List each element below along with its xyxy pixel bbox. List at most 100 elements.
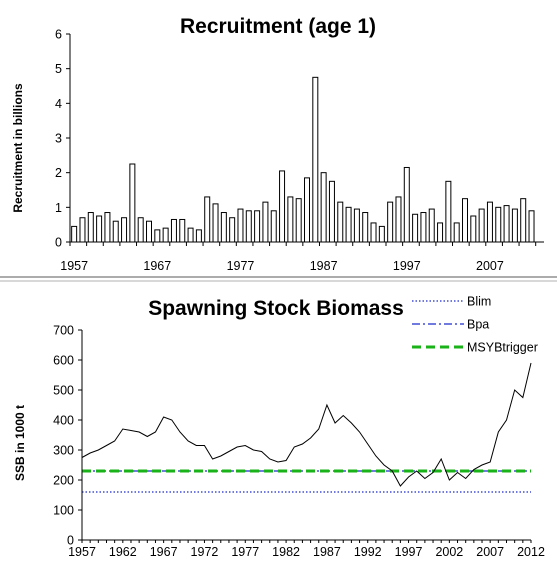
recruitment-bar-1984 (295, 198, 302, 243)
recruitment-bar-1988 (328, 180, 335, 243)
ssb-y-label: SSB in 1000 t (13, 405, 27, 481)
recruitment-bar-1991 (353, 208, 360, 243)
ssb-series-line (81, 362, 532, 487)
recruitment-bar-1960 (96, 215, 103, 243)
recruitment-x-tick-label: 2007 (476, 259, 504, 273)
recruitment-title: Recruitment (age 1) (180, 15, 376, 38)
recruitment-bar-2001 (437, 222, 444, 243)
recruitment-chart: Recruitment (age 1) Recruitment in billi… (11, 15, 544, 273)
ssb-y-tick-label: 300 (53, 444, 74, 458)
recruitment-bar-1963 (121, 217, 128, 243)
recruitment-bar-2003 (453, 222, 460, 243)
recruitment-bar-1968 (162, 227, 169, 243)
recruitment-bar-1978 (245, 210, 252, 243)
recruitment-bar-1962 (112, 220, 119, 243)
recruitment-bar-1983 (287, 196, 294, 243)
recruitment-bar-1980 (262, 201, 269, 243)
ssb-title: Spawning Stock Biomass (148, 297, 404, 320)
ssb-y-tick-label: 600 (53, 354, 74, 368)
recruitment-bar-1964 (129, 163, 136, 243)
recruitment-bar-2012 (528, 210, 535, 243)
recruitment-bar-1987 (320, 172, 327, 243)
recruitment-bar-1998 (412, 213, 419, 243)
recruitment-bar-2005 (470, 215, 477, 243)
recruitment-bar-2004 (462, 198, 469, 243)
recruitment-bar-2011 (520, 198, 527, 243)
recruitment-y-tick-label: 1 (55, 201, 62, 215)
recruitment-bar-1959 (87, 212, 94, 243)
ssb-x-tick-label: 1962 (109, 545, 137, 559)
recruitment-x-tick-label: 1987 (310, 259, 338, 273)
recruitment-y-label: Recruitment in billions (11, 83, 25, 213)
recruitment-bar-2006 (478, 208, 485, 243)
recruitment-bar-1969 (170, 218, 177, 243)
ssb-x-tick-label: 1997 (395, 545, 423, 559)
ssb-x-tick-label: 1957 (68, 545, 96, 559)
recruitment-bar-1985 (304, 177, 311, 243)
recruitment-bar-1977 (237, 208, 244, 243)
recruitment-bar-2008 (495, 206, 502, 243)
legend-label-msybtrigger: MSYBtrigger (467, 341, 538, 355)
recruitment-x-tick-label: 1997 (393, 259, 421, 273)
recruitment-bar-1965 (137, 217, 144, 243)
recruitment-axes: 0 1 2 3 4 5 6 1957 1967 1977 1987 1997 2007 (55, 28, 544, 273)
ssb-axes: 0 100 200 300 400 500 600 700 1957 1962 1967 1972 19… (53, 324, 545, 560)
recruitment-y-tick-label: 0 (55, 236, 62, 250)
ssb-y-tick-label: 500 (53, 384, 74, 398)
recruitment-bar-1974 (212, 203, 219, 243)
ssb-y-tick-label: 400 (53, 414, 74, 428)
recruitment-bar-1992 (362, 212, 369, 243)
recruitment-bar-1958 (79, 217, 86, 243)
recruitment-bar-1971 (187, 227, 194, 243)
recruitment-bar-1990 (345, 206, 352, 243)
ssb-x-tick-label: 1967 (150, 545, 178, 559)
recruitment-bar-1981 (270, 210, 277, 243)
recruitment-bar-2002 (445, 180, 452, 243)
recruitment-bar-1975 (220, 212, 227, 243)
legend-label-bpa: Bpa (467, 318, 489, 332)
recruitment-bar-1986 (312, 76, 319, 243)
ssb-x-tick-label: 1972 (191, 545, 219, 559)
ssb-legend: Blim Bpa MSYBtrigger (412, 295, 538, 355)
recruitment-bar-1997 (403, 166, 410, 243)
recruitment-bar-1967 (154, 229, 161, 243)
recruitment-y-tick-label: 6 (55, 28, 62, 42)
recruitment-bar-1957 (71, 225, 78, 243)
ssb-x-tick-label: 2007 (476, 545, 504, 559)
recruitment-bars (71, 76, 535, 243)
recruitment-x-tick-label: 1957 (60, 259, 88, 273)
legend-label-blim: Blim (467, 295, 491, 309)
recruitment-y-tick-label: 3 (55, 132, 62, 146)
recruitment-bar-1999 (420, 212, 427, 243)
recruitment-bar-1993 (370, 222, 377, 243)
ssb-x-tick-label: 1977 (231, 545, 259, 559)
ssb-reference-lines (82, 469, 531, 493)
recruitment-bar-2009 (503, 205, 510, 243)
recruitment-x-tick-label: 1977 (227, 259, 255, 273)
recruitment-y-tick-label: 4 (55, 97, 62, 111)
recruitment-bar-1972 (195, 229, 202, 243)
ssb-x-tick-label: 2002 (435, 545, 463, 559)
recruitment-bar-1966 (146, 220, 152, 243)
ssb-x-tick-label: 2012 (517, 545, 545, 559)
ssb-y-tick-label: 200 (53, 474, 74, 488)
recruitment-bar-2000 (428, 208, 435, 243)
recruitment-bar-1961 (104, 212, 111, 243)
recruitment-y-tick-label: 5 (55, 62, 62, 76)
ssb-x-tick-label: 1982 (272, 545, 300, 559)
recruitment-bar-1979 (254, 210, 261, 243)
ssb-x-tick-label: 1987 (313, 545, 341, 559)
ssb-y-tick-label: 100 (53, 504, 74, 518)
recruitment-bar-1995 (387, 201, 394, 243)
recruitment-bar-1976 (229, 217, 236, 243)
ssb-x-tick-label: 1992 (354, 545, 382, 559)
recruitment-bar-2007 (486, 201, 493, 243)
recruitment-bar-1970 (179, 218, 186, 243)
recruitment-bar-1996 (395, 196, 402, 243)
recruitment-bar-1982 (279, 170, 286, 243)
recruitment-bar-2010 (511, 208, 518, 243)
ssb-chart: Spawning Stock Biomass SSB in 1000 t 0 10… (13, 295, 545, 560)
ssb-y-tick-label: 700 (53, 324, 74, 338)
ssb-y-tick-label: 0 (67, 534, 74, 548)
